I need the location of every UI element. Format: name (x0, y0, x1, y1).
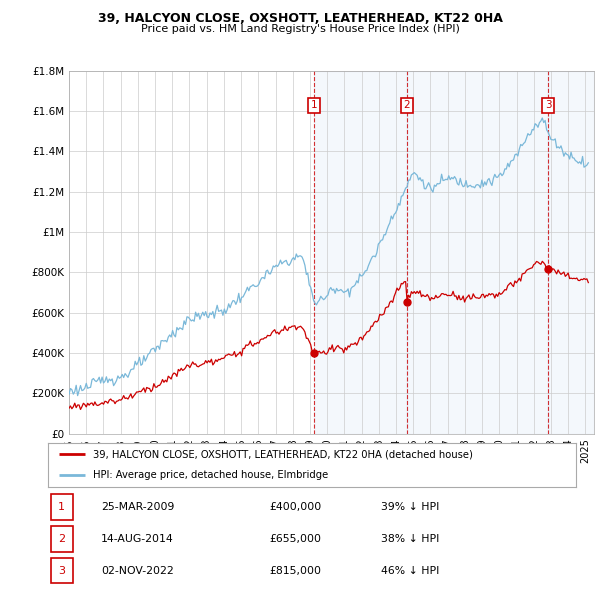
Text: HPI: Average price, detached house, Elmbridge: HPI: Average price, detached house, Elmb… (93, 470, 328, 480)
Text: Price paid vs. HM Land Registry's House Price Index (HPI): Price paid vs. HM Land Registry's House … (140, 24, 460, 34)
Text: 38% ↓ HPI: 38% ↓ HPI (380, 534, 439, 543)
Text: 46% ↓ HPI: 46% ↓ HPI (380, 566, 439, 575)
FancyBboxPatch shape (50, 526, 73, 552)
FancyBboxPatch shape (50, 558, 73, 584)
Text: £815,000: £815,000 (270, 566, 322, 575)
Text: 3: 3 (545, 100, 551, 110)
Text: 02-NOV-2022: 02-NOV-2022 (101, 566, 173, 575)
Text: 39% ↓ HPI: 39% ↓ HPI (380, 502, 439, 512)
Text: 3: 3 (58, 566, 65, 575)
Text: 39, HALCYON CLOSE, OXSHOTT, LEATHERHEAD, KT22 0HA (detached house): 39, HALCYON CLOSE, OXSHOTT, LEATHERHEAD,… (93, 450, 473, 460)
Text: £655,000: £655,000 (270, 534, 322, 543)
FancyBboxPatch shape (50, 494, 73, 520)
Text: 1: 1 (58, 502, 65, 512)
Bar (407, 71, 548, 434)
Text: 14-AUG-2014: 14-AUG-2014 (101, 534, 173, 543)
Bar (314, 71, 407, 434)
Text: 39, HALCYON CLOSE, OXSHOTT, LEATHERHEAD, KT22 0HA: 39, HALCYON CLOSE, OXSHOTT, LEATHERHEAD,… (98, 12, 502, 25)
Bar (548, 71, 594, 434)
Text: 25-MAR-2009: 25-MAR-2009 (101, 502, 174, 512)
Text: 2: 2 (58, 534, 65, 543)
Text: £400,000: £400,000 (270, 502, 322, 512)
Text: 2: 2 (403, 100, 410, 110)
Text: 1: 1 (311, 100, 317, 110)
